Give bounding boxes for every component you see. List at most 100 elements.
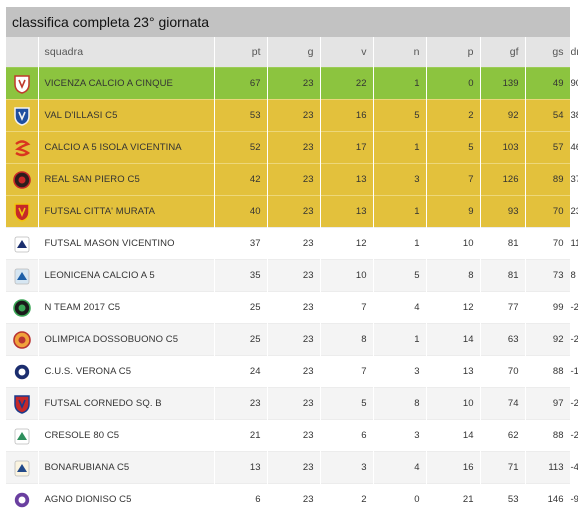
team-name[interactable]: N TEAM 2017 C5 xyxy=(38,291,215,324)
team-logo-cell xyxy=(6,483,39,515)
stat-g: 23 xyxy=(267,227,321,260)
header-n[interactable]: n xyxy=(373,37,427,68)
stat-n: 5 xyxy=(373,259,427,292)
stat-g: 23 xyxy=(267,355,321,388)
table-row[interactable]: FUTSAL CITTA' MURATA40231319937023 xyxy=(6,195,578,228)
team-name[interactable]: C.U.S. VERONA C5 xyxy=(38,355,215,388)
stat-gs: 70 xyxy=(525,227,571,260)
team-name[interactable]: FUTSAL MASON VICENTINO xyxy=(38,227,215,260)
stat-p: 0 xyxy=(426,67,481,100)
team-name[interactable]: BONARUBIANA C5 xyxy=(38,451,215,484)
stat-gf: 126 xyxy=(480,163,526,196)
stat-g: 23 xyxy=(267,291,321,324)
stat-n: 1 xyxy=(373,131,427,164)
team-name[interactable]: VICENZA CALCIO A CINQUE xyxy=(38,67,215,100)
stat-pt: 67 xyxy=(214,67,268,100)
bonarubiana-logo xyxy=(14,460,30,476)
stat-v: 6 xyxy=(320,419,374,452)
header-gs[interactable]: gs xyxy=(525,37,571,68)
team-name[interactable]: CRESOLE 80 C5 xyxy=(38,419,215,452)
team-name[interactable]: VAL D'ILLASI C5 xyxy=(38,99,215,132)
n-team-logo xyxy=(12,298,31,317)
stat-gs: 113 xyxy=(525,451,571,484)
stat-g: 23 xyxy=(267,67,321,100)
stat-v: 13 xyxy=(320,195,374,228)
team-logo-cell xyxy=(6,195,39,228)
stat-n: 3 xyxy=(373,355,427,388)
citta-murata-logo xyxy=(14,202,30,222)
team-name[interactable]: FUTSAL CITTA' MURATA xyxy=(38,195,215,228)
stat-gs: 73 xyxy=(525,259,571,292)
stat-g: 23 xyxy=(267,323,321,356)
stat-pt: 40 xyxy=(214,195,268,228)
team-name[interactable]: OLIMPICA DOSSOBUONO C5 xyxy=(38,323,215,356)
real-san-piero-logo xyxy=(12,170,31,189)
team-logo-cell xyxy=(6,227,39,260)
table-row[interactable]: VAL D'ILLASI C553231652925438 xyxy=(6,99,578,132)
stat-n: 4 xyxy=(373,451,427,484)
stat-pt: 23 xyxy=(214,387,268,420)
stat-g: 23 xyxy=(267,259,321,292)
team-name[interactable]: CALCIO A 5 ISOLA VICENTINA xyxy=(38,131,215,164)
header-gf[interactable]: gf xyxy=(480,37,526,68)
team-logo-cell xyxy=(6,291,39,324)
team-logo-cell xyxy=(6,131,39,164)
stat-gf: 103 xyxy=(480,131,526,164)
stat-v: 3 xyxy=(320,451,374,484)
team-logo-cell xyxy=(6,387,39,420)
team-logo-cell xyxy=(6,451,39,484)
table-header: squadra pt g v n p gf gs dr xyxy=(6,37,578,68)
stat-n: 0 xyxy=(373,483,427,515)
table-row[interactable]: FUTSAL MASON VICENTINO 37 23 12 1 10 81 70 11 xyxy=(6,227,578,260)
stat-pt: 35 xyxy=(214,259,268,292)
team-name[interactable]: FUTSAL CORNEDO Sq. B xyxy=(38,387,215,420)
header-g[interactable]: g xyxy=(267,37,321,68)
table-row[interactable]: VICENZA CALCIO A CINQUE672322101394990 xyxy=(6,67,578,100)
stat-gs: 92 xyxy=(525,323,571,356)
table-row[interactable]: REAL SAN PIERO C5422313371268937 xyxy=(6,163,578,196)
standings-widget: classifica completa 23° giornata squadra… xyxy=(6,7,578,515)
header-logo xyxy=(6,37,39,68)
stat-p: 10 xyxy=(426,227,481,260)
stat-g: 23 xyxy=(267,451,321,484)
stat-gs: 146 xyxy=(525,483,571,515)
header-pt[interactable]: pt xyxy=(214,37,268,68)
team-name[interactable]: REAL SAN PIERO C5 xyxy=(38,163,215,196)
header-team[interactable]: squadra xyxy=(38,37,215,68)
stat-gf: 77 xyxy=(480,291,526,324)
stat-g: 23 xyxy=(267,163,321,196)
stat-pt: 21 xyxy=(214,419,268,452)
team-logo-cell xyxy=(6,99,39,132)
stat-n: 8 xyxy=(373,387,427,420)
stat-p: 9 xyxy=(426,195,481,228)
stat-gs: 49 xyxy=(525,67,571,100)
stat-p: 14 xyxy=(426,419,481,452)
table-row[interactable]: CALCIO A 5 ISOLA VICENTINA 52 23 17 1 5 103 57 4… xyxy=(6,131,578,164)
cus-verona-logo xyxy=(12,362,31,381)
stat-pt: 6 xyxy=(214,483,268,515)
stat-g: 23 xyxy=(267,195,321,228)
stat-v: 5 xyxy=(320,387,374,420)
stat-g: 23 xyxy=(267,99,321,132)
team-name[interactable]: LEONICENA CALCIO A 5 xyxy=(38,259,215,292)
stat-n: 1 xyxy=(373,67,427,100)
stat-gf: 81 xyxy=(480,227,526,260)
stat-gs: 54 xyxy=(525,99,571,132)
stat-pt: 25 xyxy=(214,323,268,356)
stat-gf: 71 xyxy=(480,451,526,484)
stat-v: 10 xyxy=(320,259,374,292)
stat-v: 17 xyxy=(320,131,374,164)
header-v[interactable]: v xyxy=(320,37,374,68)
header-p[interactable]: p xyxy=(426,37,481,68)
table-row[interactable]: LEONICENA CALCIO A 5 35 23 10 5 8 81 73 8 xyxy=(6,259,576,292)
stat-gf: 70 xyxy=(480,355,526,388)
team-logo-cell xyxy=(6,419,39,452)
team-name[interactable]: AGNO DIONISO C5 xyxy=(38,483,215,515)
